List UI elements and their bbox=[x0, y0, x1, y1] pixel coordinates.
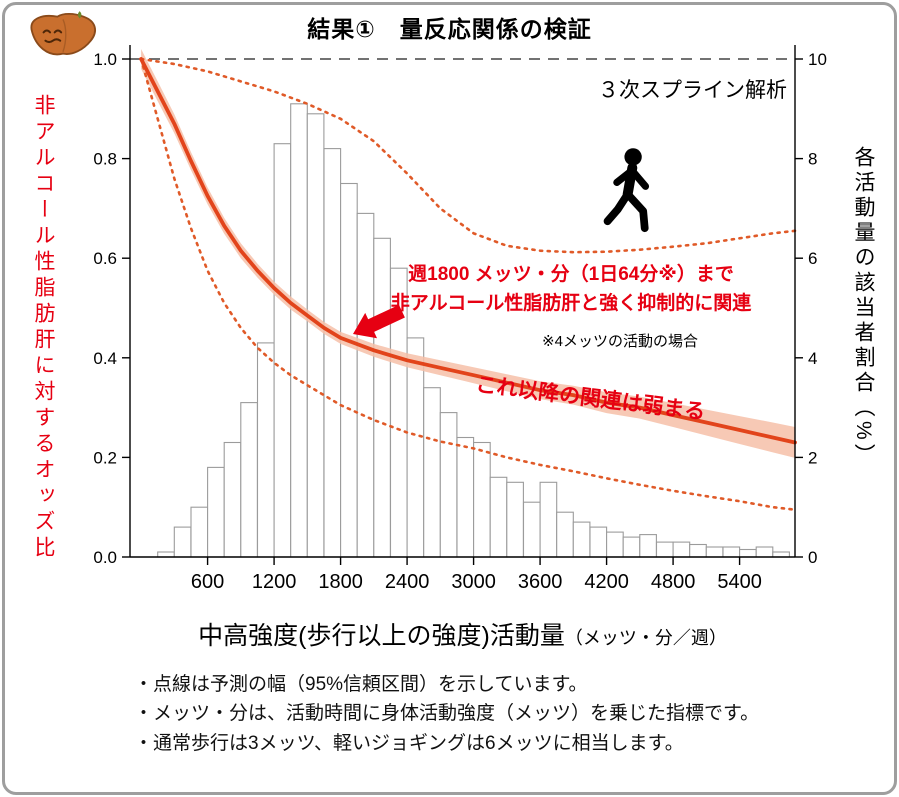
svg-text:0.4: 0.4 bbox=[93, 349, 117, 368]
walking-person-icon bbox=[603, 148, 650, 233]
svg-text:6: 6 bbox=[808, 249, 817, 268]
svg-text:8: 8 bbox=[808, 150, 817, 169]
svg-text:600: 600 bbox=[191, 571, 224, 593]
svg-text:4: 4 bbox=[808, 349, 817, 368]
footnote-line: ・メッツ・分は、活動時間に身体活動強度（メッツ）を乗じた指標です。 bbox=[134, 703, 760, 725]
threshold-annotation-line1: 週1800 メッツ・分（1日64分※）まで bbox=[408, 264, 734, 285]
liver-icon bbox=[30, 11, 96, 56]
svg-text:0: 0 bbox=[808, 548, 817, 567]
svg-text:2: 2 bbox=[808, 448, 817, 467]
mets-note: ※4メッツの活動の場合 bbox=[542, 333, 698, 350]
footnote-line: ・通常歩行は3メッツ、軽いジョギングは6メッツに相当します。 bbox=[134, 732, 684, 754]
svg-text:2400: 2400 bbox=[385, 571, 430, 593]
spline-curve bbox=[139, 57, 797, 445]
spline-method-label: ３次スプライン解析 bbox=[598, 79, 787, 102]
svg-text:4200: 4200 bbox=[584, 571, 629, 593]
histogram-bars bbox=[157, 103, 790, 558]
svg-text:1.0: 1.0 bbox=[93, 50, 117, 69]
right-axis-label: 各活動量の該当者割合（%） bbox=[852, 146, 875, 469]
figure-title: 結果① 量反応関係の検証 bbox=[307, 16, 592, 42]
highlight-arrow bbox=[353, 304, 405, 339]
svg-text:5400: 5400 bbox=[717, 571, 762, 593]
svg-text:0.0: 0.0 bbox=[93, 548, 117, 567]
x-axis-label: 中高強度(歩行以上の強度)活動量（メッツ・分／週） bbox=[130, 616, 795, 652]
x-axis-label-main: 中高強度(歩行以上の強度)活動量 bbox=[198, 622, 565, 650]
ci-dotted-curves bbox=[139, 57, 797, 511]
x-axis-label-unit: （メッツ・分／週） bbox=[564, 628, 727, 648]
svg-text:1800: 1800 bbox=[318, 571, 363, 593]
threshold-annotation: 週1800 メッツ・分（1日64分※）まで 非アルコール性脂肪肝と強く抑制的に関… bbox=[362, 260, 780, 319]
footnotes: ・点線は予測の幅（95%信頼区間）を示しています。 ・メッツ・分は、活動時間に身… bbox=[134, 670, 759, 758]
svg-text:3600: 3600 bbox=[518, 571, 563, 593]
svg-text:0.2: 0.2 bbox=[93, 448, 117, 467]
svg-text:0.8: 0.8 bbox=[93, 150, 117, 169]
svg-text:10: 10 bbox=[808, 50, 827, 69]
confidence-band bbox=[141, 49, 796, 458]
threshold-annotation-line2: 非アルコール性脂肪肝と強く抑制的に関連 bbox=[390, 293, 752, 315]
left-axis-label: 非アルコール性脂肪肝に対するオッズ比 bbox=[32, 94, 55, 562]
footnote-line: ・点線は予測の幅（95%信頼区間）を示しています。 bbox=[134, 674, 588, 695]
svg-text:3000: 3000 bbox=[451, 571, 496, 593]
svg-text:1200: 1200 bbox=[252, 571, 297, 593]
svg-text:4800: 4800 bbox=[651, 571, 696, 593]
svg-text:0.6: 0.6 bbox=[93, 249, 117, 268]
axes: 1.0 0.8 0.6 0.4 0.2 0.0 10 8 6 4 2 0 600 1200 1800 2400… bbox=[93, 45, 827, 593]
